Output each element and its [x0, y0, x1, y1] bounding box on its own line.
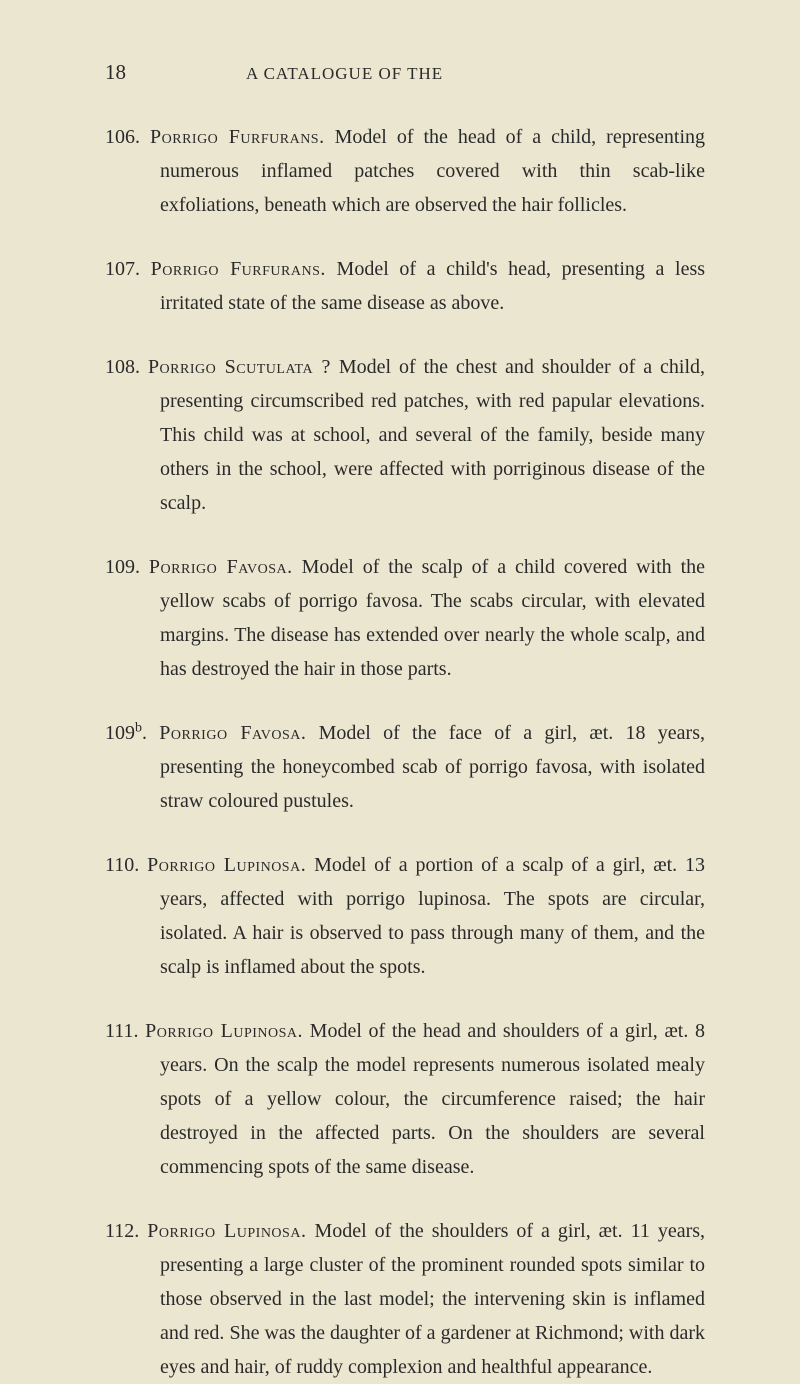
entry-text: Model of the shoulders of a girl, æt. 11…	[160, 1220, 705, 1378]
entry-title: Porrigo Lupinosa.	[145, 1020, 303, 1042]
entry-title: Porrigo Lupinosa.	[147, 854, 306, 876]
entry-title: Porrigo Lupinosa.	[147, 1220, 306, 1242]
catalogue-entry: 111. Porrigo Lupinosa. Model of the head…	[105, 1014, 705, 1184]
entry-text: Model of the chest and shoulder of a chi…	[160, 356, 705, 514]
entry-paragraph: 109. Porrigo Favosa. Model of the scalp …	[105, 550, 705, 686]
entry-title: Porrigo Furfurans.	[150, 126, 325, 148]
catalogue-entry: 112. Porrigo Lupinosa. Model of the shou…	[105, 1214, 705, 1384]
entry-number-superscript: b	[135, 720, 142, 735]
entry-title: Porrigo Scutulata ?	[148, 356, 331, 378]
entry-number: 112.	[105, 1220, 139, 1242]
catalogue-entry: 106. Porrigo Furfurans. Model of the hea…	[105, 120, 705, 222]
entry-title: Porrigo Favosa.	[149, 556, 293, 578]
entry-paragraph: 110. Porrigo Lupinosa. Model of a portio…	[105, 848, 705, 984]
entry-text: Model of the head and shoulders of a gir…	[160, 1020, 705, 1178]
entry-paragraph: 109b. Porrigo Favosa. Model of the face …	[105, 716, 705, 818]
entry-number: 109.	[105, 556, 140, 578]
entry-paragraph: 112. Porrigo Lupinosa. Model of the shou…	[105, 1214, 705, 1384]
entry-number: 106.	[105, 126, 140, 148]
entry-number: 108.	[105, 356, 140, 378]
entries-container: 106. Porrigo Furfurans. Model of the hea…	[105, 120, 705, 1384]
catalogue-entry: 109. Porrigo Favosa. Model of the scalp …	[105, 550, 705, 686]
entry-paragraph: 111. Porrigo Lupinosa. Model of the head…	[105, 1014, 705, 1184]
running-title: A CATALOGUE OF THE	[246, 64, 443, 84]
entry-paragraph: 108. Porrigo Scutulata ? Model of the ch…	[105, 350, 705, 520]
entry-title: Porrigo Furfurans.	[151, 258, 326, 280]
entry-paragraph: 106. Porrigo Furfurans. Model of the hea…	[105, 120, 705, 222]
catalogue-entry: 110. Porrigo Lupinosa. Model of a portio…	[105, 848, 705, 984]
catalogue-entry: 107. Porrigo Furfurans. Model of a child…	[105, 252, 705, 320]
page-number: 18	[105, 60, 126, 85]
entry-number: 111.	[105, 1020, 139, 1042]
entry-number: 110.	[105, 854, 139, 876]
entry-number: 107.	[105, 258, 140, 280]
page-header: 18 A CATALOGUE OF THE	[105, 60, 705, 85]
entry-number-suffix: .	[142, 722, 147, 744]
entry-paragraph: 107. Porrigo Furfurans. Model of a child…	[105, 252, 705, 320]
entry-title: Porrigo Favosa.	[159, 722, 306, 744]
catalogue-entry: 109b. Porrigo Favosa. Model of the face …	[105, 716, 705, 818]
catalogue-entry: 108. Porrigo Scutulata ? Model of the ch…	[105, 350, 705, 520]
entry-number: 109	[105, 722, 135, 744]
